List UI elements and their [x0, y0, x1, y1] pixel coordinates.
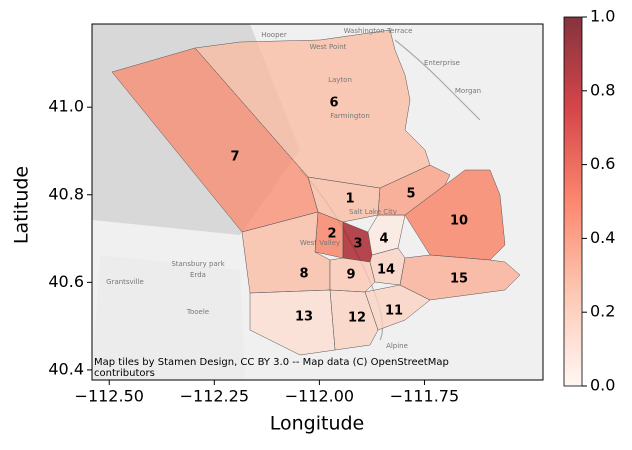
region-label: 1 [345, 192, 354, 207]
region-label: 8 [299, 267, 308, 282]
region-label: 4 [379, 232, 388, 247]
region [404, 169, 506, 261]
basemap-label: Hooper [261, 31, 287, 39]
region [399, 254, 521, 301]
basemap-label: Layton [328, 76, 352, 84]
x-tick-label: −112.00 [285, 387, 354, 406]
colorbar-tick-label: 0.8 [590, 80, 615, 99]
attribution: contributors [94, 368, 155, 379]
y-tick-label: 41.0 [48, 97, 84, 116]
basemap-label: Erda [190, 271, 206, 279]
x-tick-label: −112.25 [180, 387, 249, 406]
basemap-label: Salt Lake City [349, 208, 397, 216]
colorbar-tick-label: 0.4 [590, 228, 615, 247]
region-label: 10 [450, 214, 468, 229]
colorbar [563, 16, 583, 387]
region-label: 15 [450, 272, 468, 287]
basemap-label: Grantsville [106, 278, 144, 286]
region-label: 6 [329, 96, 338, 111]
basemap-label: Morgan [455, 87, 481, 95]
region-label: 13 [295, 310, 313, 325]
colorbar-tick-label: 0.6 [590, 154, 615, 173]
region [249, 289, 336, 356]
region [367, 214, 406, 256]
region-label: 5 [406, 187, 415, 202]
attribution: Map tiles by Stamen Design, CC BY 3.0 --… [94, 357, 449, 368]
basemap-label: Washington Terrace [344, 27, 413, 35]
region-label: 11 [385, 304, 403, 319]
basemap-label: Enterprise [424, 59, 460, 67]
x-axis-label: Longitude [270, 413, 365, 435]
region-label: 12 [348, 311, 366, 326]
y-tick-label: 40.4 [48, 359, 84, 378]
y-tick-label: 40.8 [48, 184, 84, 203]
colorbar-tick-label: 0.2 [590, 302, 615, 321]
region-label: 3 [353, 237, 362, 252]
basemap-label: West Valley [300, 239, 340, 247]
region-label: 14 [377, 263, 395, 278]
region [194, 29, 431, 189]
y-axis-label: Latitude [11, 166, 33, 244]
region [111, 47, 319, 233]
basemap-label: Stansbury park [171, 260, 225, 268]
region-label: 7 [230, 150, 239, 165]
basemap-label: Alpine [386, 342, 408, 350]
x-tick-label: −112.50 [75, 387, 144, 406]
basemap-label: Tooele [186, 308, 209, 316]
x-tick-label: −111.75 [390, 387, 459, 406]
plot-frame [91, 23, 544, 381]
colorbar-tick-label: 0.0 [590, 376, 615, 395]
basemap-label: Farmington [330, 112, 370, 120]
regions [111, 29, 521, 356]
colorbar-tick-label: 1.0 [590, 7, 615, 26]
y-tick-label: 40.6 [48, 272, 84, 291]
region-label: 9 [346, 268, 355, 283]
basemap-label: West Point [310, 43, 347, 51]
region-label: 2 [327, 227, 336, 242]
